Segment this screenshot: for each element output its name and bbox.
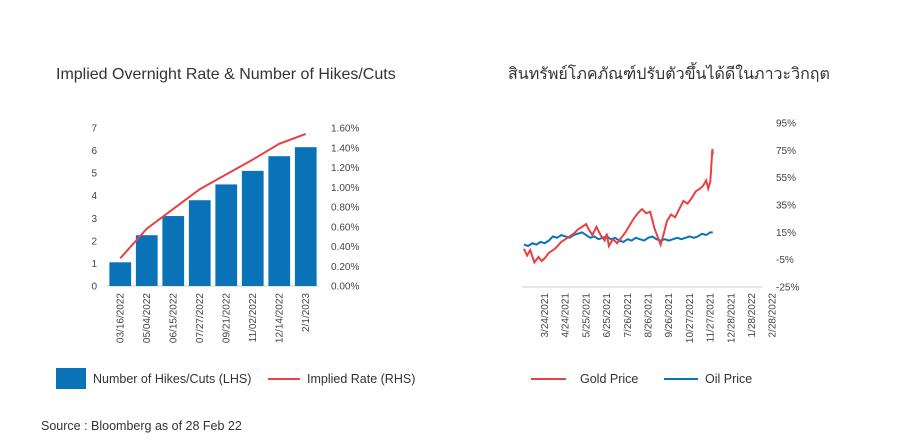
right-legend: Gold Price Oil Price — [531, 372, 752, 386]
right-x-tick-label: 7/26/2021 — [623, 293, 634, 338]
left-y-axis-lhs: 0 1 2 3 4 5 6 7 — [91, 124, 97, 293]
hikes-bar — [135, 235, 158, 286]
right-x-tick-label: 2/28/2022 — [768, 293, 779, 338]
right-chart: สินทรัพย์โภคภัณฑ์ปรับตัวขึ้นได้ดีในภาวะว… — [508, 62, 830, 343]
right-x-tick-label: 4/24/2021 — [561, 293, 572, 338]
right-x-tick-label: 1/28/2022 — [747, 293, 758, 338]
left-rhs-tick-label: 1.20% — [331, 163, 359, 174]
left-x-tick-label: 06/15/2022 — [168, 293, 179, 343]
left-x-axis: 03/16/2022 05/04/2022 06/15/2022 07/27/2022… — [115, 293, 312, 343]
right-x-tick-label: 8/26/2021 — [644, 293, 655, 338]
right-x-tick-label: 10/27/2021 — [685, 293, 696, 343]
left-lhs-tick-label: 5 — [91, 169, 97, 180]
left-lhs-tick-label: 2 — [91, 236, 97, 247]
left-lhs-tick-label: 3 — [91, 214, 97, 225]
right-y-tick-label: 15% — [776, 228, 796, 239]
legend-gold-label: Gold Price — [580, 372, 638, 386]
left-x-tick-label: 09/21/2022 — [221, 293, 232, 343]
left-rhs-tick-label: 0.20% — [331, 262, 359, 273]
left-lhs-tick-label: 7 — [91, 124, 97, 135]
right-x-axis: 3/24/2021 4/24/2021 5/25/2021 6/25/2021 7/26… — [540, 293, 779, 343]
legend-oil-label: Oil Price — [705, 372, 752, 386]
left-rhs-tick-label: 0.00% — [331, 282, 359, 293]
left-x-tick-label: 05/04/2022 — [142, 293, 153, 343]
hikes-bar — [162, 216, 185, 286]
hikes-bar — [109, 262, 132, 286]
oil-price-line — [523, 231, 713, 248]
left-x-tick-label: 11/02/2022 — [248, 293, 259, 343]
left-lhs-tick-label: 1 — [91, 259, 97, 270]
left-rhs-tick-label: 0.40% — [331, 242, 359, 253]
legend-implied-label: Implied Rate (RHS) — [307, 372, 415, 386]
right-y-tick-label: 35% — [776, 201, 796, 212]
hikes-bar — [188, 200, 211, 286]
left-x-tick-label: 07/27/2022 — [195, 293, 206, 343]
left-rhs-tick-label: 1.00% — [331, 183, 359, 194]
right-y-tick-label: 75% — [776, 146, 796, 157]
left-rhs-tick-label: 1.40% — [331, 143, 359, 154]
right-y-tick-label: -5% — [776, 255, 794, 266]
right-x-tick-label: 9/26/2021 — [664, 293, 675, 338]
right-y-axis: 95% 75% 55% 35% 15% -5% -25% — [776, 119, 799, 294]
right-x-tick-label: 3/24/2021 — [540, 293, 551, 338]
left-x-tick-label: 12/14/2022 — [274, 293, 285, 343]
left-legend: Number of Hikes/Cuts (LHS) Implied Rate … — [56, 368, 415, 389]
implied-rate-line — [119, 132, 307, 260]
right-y-tick-label: -25% — [776, 283, 799, 294]
legend-bar-swatch — [56, 368, 86, 389]
hikes-bar — [215, 184, 238, 286]
left-y-axis-rhs: 0.00% 0.20% 0.40% 0.60% 0.80% 1.00% 1.20% 1.40%… — [331, 124, 359, 293]
right-x-tick-label: 12/28/2021 — [726, 293, 737, 343]
hikes-bar — [241, 170, 264, 286]
left-lhs-tick-label: 6 — [91, 146, 97, 157]
legend-hikes-label: Number of Hikes/Cuts (LHS) — [93, 372, 251, 386]
right-x-tick-label: 5/25/2021 — [581, 293, 592, 338]
source-note: Source : Bloomberg as of 28 Feb 22 — [41, 419, 242, 433]
right-chart-title: สินทรัพย์โภคภัณฑ์ปรับตัวขึ้นได้ดีในภาวะว… — [508, 62, 830, 83]
left-rhs-tick-label: 0.60% — [331, 222, 359, 233]
left-rhs-tick-label: 0.80% — [331, 203, 359, 214]
right-y-tick-label: 95% — [776, 119, 796, 130]
gold-price-line — [523, 148, 714, 265]
left-lhs-tick-label: 4 — [91, 191, 97, 202]
hikes-bar — [268, 156, 291, 286]
right-x-tick-label: 11/27/2021 — [706, 293, 717, 343]
left-x-tick-label: 2/1/2023 — [301, 293, 312, 332]
right-y-tick-label: 55% — [776, 173, 796, 184]
left-lhs-tick-label: 0 — [91, 282, 97, 293]
right-x-tick-label: 6/25/2021 — [602, 293, 613, 338]
left-chart: Implied Overnight Rate & Number of Hikes… — [56, 66, 396, 343]
hikes-bar — [294, 147, 317, 286]
left-bars — [109, 147, 317, 286]
left-rhs-tick-label: 1.60% — [331, 124, 359, 135]
left-chart-title: Implied Overnight Rate & Number of Hikes… — [56, 66, 396, 83]
left-x-tick-label: 03/16/2022 — [115, 293, 126, 343]
